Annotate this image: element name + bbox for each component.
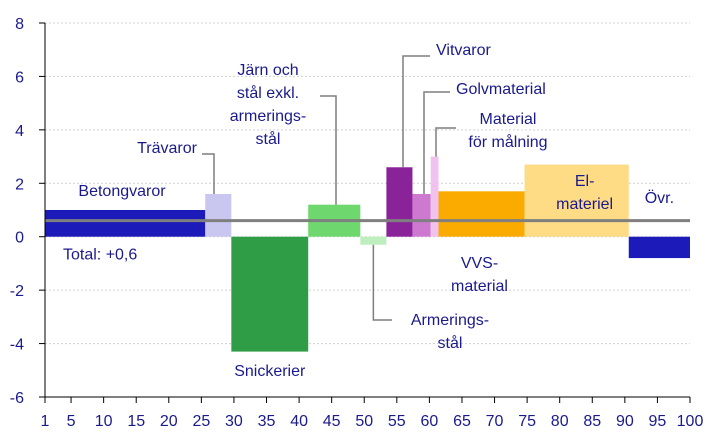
label-vvs-material: VVS-material (451, 255, 508, 295)
y-tick-label: 4 (15, 123, 24, 140)
x-tick-label: 75 (518, 413, 536, 430)
x-tick-label: 15 (127, 413, 145, 430)
label-line: armerings- (230, 108, 306, 125)
total-line-group: Total: +0,6 (45, 219, 690, 264)
label-el-materiel: El-materiel (556, 173, 613, 213)
x-tick-label: 35 (258, 413, 276, 430)
x-tick-label: 40 (290, 413, 308, 430)
label-line: materiel (556, 196, 613, 213)
label-line: Snickerier (234, 363, 306, 380)
x-tick-label: 70 (486, 413, 504, 430)
leader-golvmaterial (423, 91, 450, 194)
x-tick-label: 50 (355, 413, 373, 430)
bar-el-materiel (524, 164, 629, 237)
bars (45, 156, 690, 352)
bar-vitvaror (386, 167, 413, 237)
leader-jarn-och-stal-exkl-armeringsstal (320, 95, 337, 205)
label-line: Vitvaror (436, 42, 492, 59)
bar-ovr (628, 236, 690, 259)
label-line: Armerings- (411, 312, 489, 329)
label-line: Järn och (237, 62, 298, 79)
x-tick-label: 80 (551, 413, 569, 430)
bar-vvs-material (438, 191, 525, 237)
bar-labels: Betongvaror Trävaror Snickerier Järn och stå… (78, 42, 674, 380)
x-tick-label: 100 (677, 413, 704, 430)
leader-travaror (202, 153, 215, 194)
y-tick-label: 0 (15, 230, 24, 247)
y-tick-label: 8 (15, 16, 24, 33)
total-label: Total: +0,6 (63, 247, 137, 264)
leader-material-for-malning (435, 127, 456, 157)
x-tick-label: 95 (649, 413, 667, 430)
label-line: material (451, 278, 508, 295)
label-line: stål (256, 130, 281, 148)
x-tick-label: 85 (583, 413, 601, 430)
x-tick-label: 5 (67, 413, 76, 430)
bar-betongvaror (45, 210, 206, 237)
label-line: Övr. (645, 189, 674, 207)
label-jarn-och-stal-exkl-armeringsstal: Järn och stål exkl. armerings-stål (230, 62, 306, 148)
bar-armeringsstal (360, 236, 387, 245)
axes: -6 -4 -2 0 2 4 6 8 1 5 10 15 20 25 30 35 40 45 50 55 60 65 70 7… (10, 16, 704, 430)
x-tick-label: 60 (420, 413, 438, 430)
x-tick-label: 45 (323, 413, 341, 430)
leader-armeringsstal (372, 244, 392, 321)
x-tick-label: 1 (41, 413, 50, 430)
y-tick-label: -4 (10, 337, 24, 354)
x-tick-label: 20 (160, 413, 178, 430)
label-snickerier: Snickerier (234, 363, 306, 380)
bar-snickerier (231, 236, 309, 352)
label-line: stål (438, 334, 463, 352)
label-line: Golvmaterial (456, 81, 546, 98)
y-tick-label: -2 (10, 283, 24, 300)
label-line: Material (480, 111, 537, 128)
label-travaror: Trävaror (137, 140, 198, 157)
x-tick-label: 65 (453, 413, 471, 430)
label-betongvaror: Betongvaror (78, 183, 166, 200)
label-line: stål exkl. (237, 84, 299, 102)
bar-material-for-malning (430, 156, 439, 237)
x-tick-label: 90 (616, 413, 634, 430)
x-tick-label: 55 (388, 413, 406, 430)
x-tick-label: 25 (192, 413, 210, 430)
x-tick-label: 30 (225, 413, 243, 430)
x-tick-label: 10 (95, 413, 113, 430)
bar-golvmaterial (412, 193, 431, 237)
label-vitvaror: Vitvaror (436, 42, 492, 59)
label-armeringsstal: Armerings-stål (411, 312, 489, 352)
y-tick-label: 6 (15, 69, 24, 86)
label-ovr: Övr. (645, 189, 674, 207)
label-line: Trävaror (137, 140, 198, 157)
label-line: Betongvaror (78, 183, 166, 200)
label-golvmaterial: Golvmaterial (456, 81, 546, 98)
y-tick-label: 2 (15, 176, 24, 193)
label-material-for-malning: Material för målning (468, 111, 547, 151)
leader-vitvaror (402, 55, 430, 168)
y-tick-label: -6 (10, 390, 24, 407)
label-line: för målning (468, 133, 547, 151)
bar-travaror (205, 193, 232, 237)
label-line: VVS- (461, 255, 498, 272)
label-line: El- (575, 173, 595, 190)
